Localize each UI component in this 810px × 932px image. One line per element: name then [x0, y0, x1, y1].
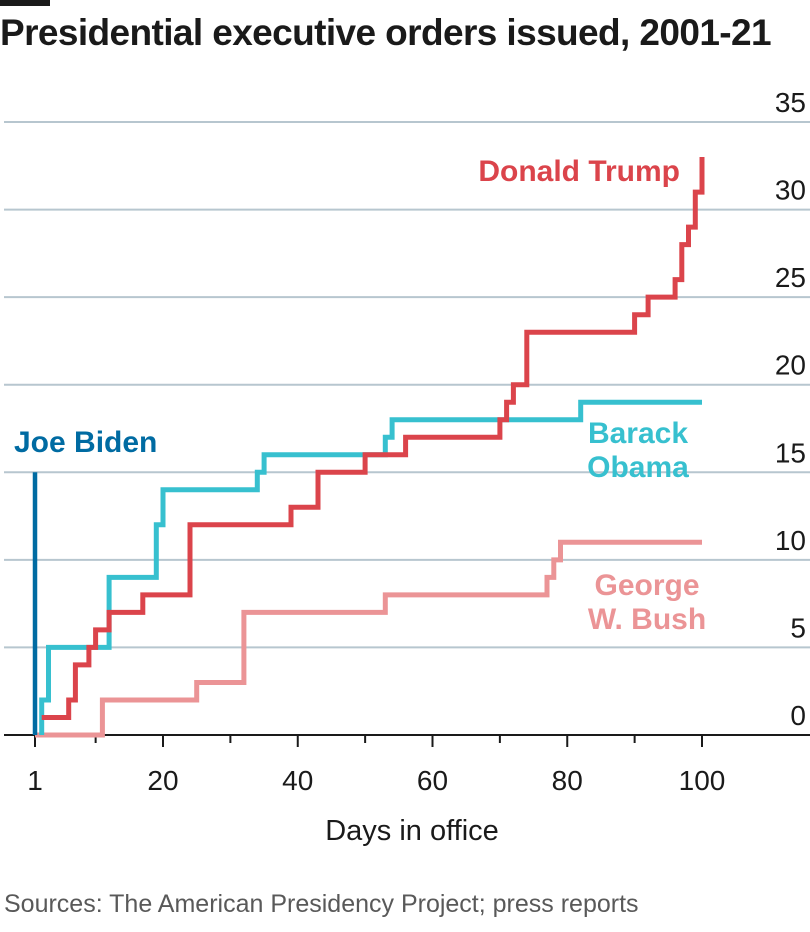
- y-tick-label-0: 0: [790, 700, 806, 731]
- y-tick-label-10: 10: [775, 525, 806, 556]
- gridlines: [4, 121, 810, 649]
- series-label-barack-obama: Barack Obama: [587, 417, 689, 484]
- series-label-line: Donald Trump: [478, 155, 680, 188]
- series-label-line: George: [594, 569, 699, 602]
- x-axis-title: Days in office: [325, 815, 499, 847]
- y-tick-label-35: 35: [775, 87, 806, 118]
- series-line-donald-trump: [41, 157, 705, 720]
- series-line-george-w-bush: [35, 539, 702, 738]
- series-line-barack-obama: [39, 399, 702, 735]
- series-lines: [32, 157, 705, 738]
- x-tick-label-1: 1: [27, 765, 43, 796]
- top-accent-rule: [0, 0, 50, 6]
- source-note: Sources: The American Presidency Project…: [4, 890, 639, 918]
- series-label-george-w-bush: George W. Bush: [588, 569, 706, 636]
- y-tick-label-5: 5: [790, 612, 806, 643]
- series-label-line: W. Bush: [588, 603, 706, 636]
- y-tick-label-15: 15: [775, 437, 806, 468]
- series-label-line: Barack: [588, 417, 688, 450]
- y-axis-tick-labels: 0 5 10 15 20 25 30 35: [775, 87, 806, 731]
- x-tick-label-40: 40: [282, 765, 313, 796]
- y-tick-label-25: 25: [775, 262, 806, 293]
- x-tick-label-60: 60: [417, 765, 448, 796]
- x-axis: 1 20 40 60 80 100: [4, 734, 810, 796]
- series-label-line: Joe Biden: [14, 426, 157, 459]
- series-label-donald-trump: Donald Trump: [478, 155, 680, 188]
- series-label-line: Obama: [587, 451, 689, 484]
- chart-title: Presidential executive orders issued, 20…: [0, 12, 772, 53]
- y-tick-label-30: 30: [775, 175, 806, 206]
- x-tick-label-100: 100: [679, 765, 726, 796]
- executive-orders-chart: 0 5 10 15 20 25 30 35 1 20 40 60 80 100 George W. Bus…: [4, 87, 810, 847]
- y-tick-label-20: 20: [775, 350, 806, 381]
- series-labels: George W. Bush Barack Obama Donald Trump Joe …: [14, 155, 706, 636]
- x-tick-label-80: 80: [552, 765, 583, 796]
- x-tick-label-20: 20: [147, 765, 178, 796]
- series-label-joe-biden: Joe Biden: [14, 426, 157, 459]
